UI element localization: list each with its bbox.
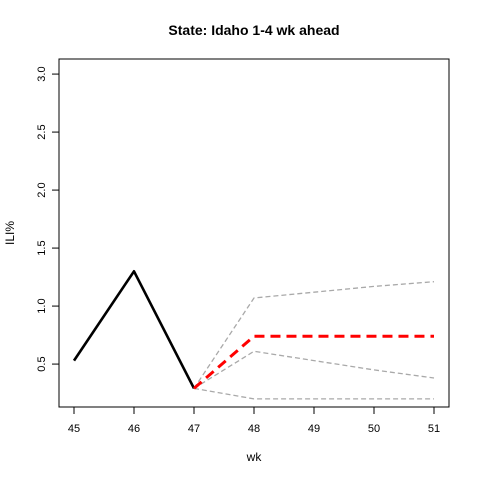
series-line-observed [72,269,196,389]
x-tick-label: 51 [428,423,440,435]
y-axis-label: ILI% [3,221,17,245]
x-tick-label: 47 [188,423,200,435]
series-line-forecast [193,334,434,390]
x-tick-label: 48 [248,423,260,435]
series-line-upper [193,281,435,389]
y-axis: 0.5 1.0 1.5 2.0 2.5 3.0 [36,66,60,372]
series-layer [72,269,435,400]
series-line-lower [193,387,434,400]
x-tick-label: 46 [128,423,140,435]
y-tick-label: 1.5 [36,240,48,255]
x-axis-label: wk [246,450,263,464]
y-tick-label: 3.0 [36,66,48,81]
y-tick-label: 0.5 [36,356,48,371]
y-tick-label: 2.5 [36,124,48,139]
y-tick-label: 2.0 [36,182,48,197]
x-tick-label: 49 [308,423,320,435]
series-line-mid [193,350,435,389]
plot-frame [58,58,450,408]
y-tick-label: 1.0 [36,298,48,313]
chart-title: State: Idaho 1-4 wk ahead [168,22,339,38]
x-tick-label: 45 [68,423,80,435]
x-axis: 45 46 47 48 49 50 51 [68,406,440,435]
x-tick-label: 50 [368,423,380,435]
